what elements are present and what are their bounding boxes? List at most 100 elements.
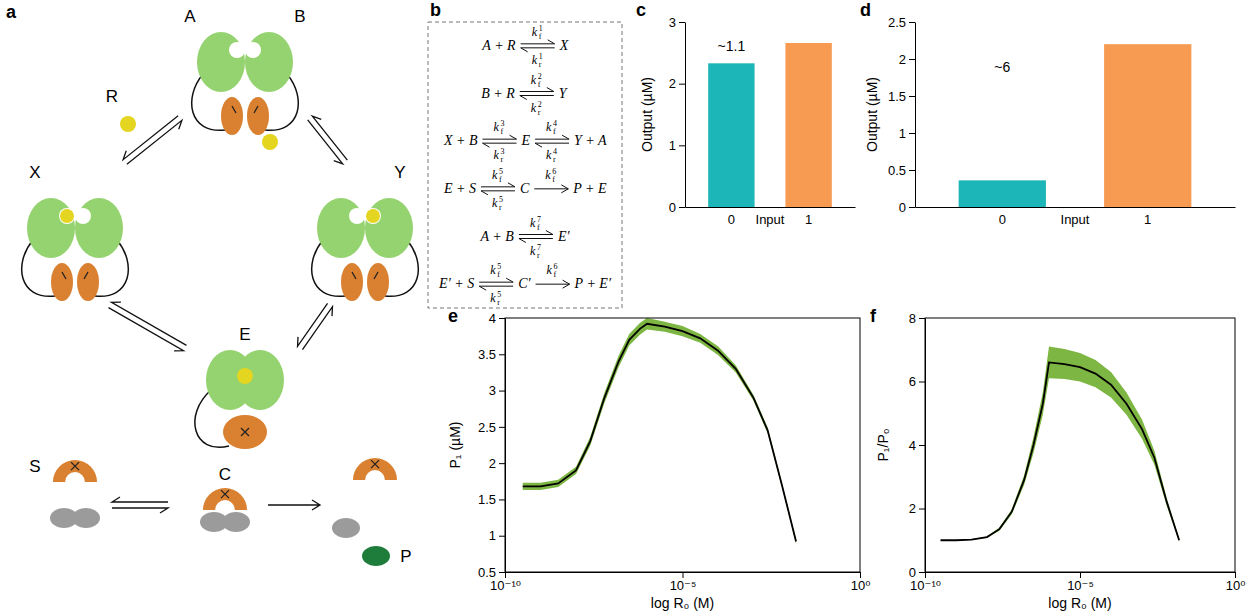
complex bbox=[192, 32, 299, 135]
species: Y bbox=[559, 86, 569, 101]
tick-mark bbox=[499, 354, 505, 355]
rate-sub: f bbox=[538, 80, 541, 89]
complex bbox=[312, 198, 419, 301]
rate-k: k bbox=[530, 244, 536, 258]
rate-constant: k2r bbox=[531, 100, 542, 117]
tick-label: 10⁻¹⁰ bbox=[490, 578, 521, 593]
equation-box bbox=[428, 22, 622, 308]
tick-mark bbox=[909, 96, 915, 97]
domain bbox=[245, 32, 293, 92]
bar bbox=[959, 180, 1046, 207]
node-label: B bbox=[294, 7, 305, 26]
tick-mark bbox=[499, 318, 505, 319]
tick-mark bbox=[499, 572, 505, 573]
scissors bbox=[374, 272, 378, 279]
tick-label: 2 bbox=[489, 456, 496, 471]
tick: 3 bbox=[669, 15, 685, 30]
arrow bbox=[268, 500, 320, 510]
tick: 10⁰ bbox=[1226, 572, 1246, 593]
tick-mark bbox=[919, 572, 925, 573]
tick-mark bbox=[505, 572, 506, 578]
tick-label: 10⁰ bbox=[1226, 578, 1246, 593]
axis: 02468 bbox=[909, 311, 926, 580]
rate-sub: f bbox=[499, 175, 502, 184]
panel-letter: b bbox=[430, 0, 441, 20]
rate-constant: k3f bbox=[494, 119, 505, 136]
enzyme bbox=[53, 460, 97, 482]
species: A + B bbox=[480, 229, 515, 244]
tick-label: 1.5 bbox=[478, 492, 496, 507]
equation: A + Rk1fk1rX bbox=[481, 24, 568, 69]
tick-label: 1 bbox=[489, 528, 496, 543]
rate-k: k bbox=[546, 120, 552, 134]
equation: E′ + Sk5fk5rC′k6fP + E′ bbox=[438, 262, 612, 307]
line bbox=[940, 362, 1179, 540]
axis: 10⁻¹⁰10⁻⁵10⁰ bbox=[490, 572, 870, 593]
arrow bbox=[483, 143, 517, 147]
band bbox=[940, 347, 1179, 542]
arrow bbox=[534, 185, 568, 193]
node-label: P bbox=[400, 547, 411, 566]
tick-label: 4 bbox=[909, 438, 916, 453]
equation: E + Sk5fk5rCk6fP + E bbox=[443, 167, 607, 212]
axis: 0123 bbox=[669, 15, 686, 215]
arrow bbox=[481, 183, 515, 187]
arrow bbox=[111, 302, 186, 345]
domain bbox=[317, 198, 365, 258]
rate-constant: k5f bbox=[492, 167, 503, 184]
arrow bbox=[519, 239, 553, 243]
complex bbox=[195, 350, 284, 449]
y-axis-title: P₁/P₀ bbox=[875, 428, 891, 461]
scissors bbox=[371, 460, 379, 468]
arrow bbox=[536, 280, 570, 288]
enzyme-part bbox=[223, 415, 267, 449]
rate-constant: k4f bbox=[546, 119, 557, 136]
plot bbox=[523, 318, 796, 544]
rate-constant: k3r bbox=[494, 147, 505, 164]
species: P + E bbox=[572, 181, 607, 196]
axis: 10⁻¹⁰10⁻⁵10⁰ bbox=[910, 572, 1245, 593]
ligand bbox=[262, 134, 278, 150]
ligand bbox=[366, 209, 380, 223]
rate-constant: k1r bbox=[532, 52, 543, 69]
x-axis-title: log R₀ (M) bbox=[651, 595, 714, 611]
x-axis-title: log R₀ (M) bbox=[1048, 595, 1111, 611]
tick-mark bbox=[909, 170, 915, 171]
tick: 0 bbox=[669, 200, 685, 215]
scissors bbox=[84, 272, 88, 279]
arrow bbox=[109, 308, 184, 351]
scissors bbox=[241, 428, 249, 436]
tick-label: 2.5 bbox=[478, 420, 496, 435]
tick-label: 3.5 bbox=[478, 347, 496, 362]
equation: B + Rk2fk2rY bbox=[481, 72, 569, 117]
enzyme-part bbox=[77, 263, 99, 301]
tick-label: 3 bbox=[489, 383, 496, 398]
rate-sub: f bbox=[554, 270, 557, 279]
tick-mark bbox=[679, 207, 685, 208]
species: C bbox=[520, 181, 530, 196]
tick-mark bbox=[499, 463, 505, 464]
arrow bbox=[535, 135, 569, 139]
tick-mark bbox=[925, 572, 926, 578]
axis: 01 bbox=[916, 208, 1236, 228]
tick: 0 bbox=[899, 200, 915, 215]
bars bbox=[708, 43, 832, 207]
tick: 2 bbox=[489, 456, 505, 471]
pocket bbox=[59, 208, 75, 224]
tick-mark bbox=[679, 145, 685, 146]
arrow bbox=[521, 40, 555, 44]
domain bbox=[365, 198, 413, 258]
species: E′ bbox=[557, 229, 571, 244]
scissors bbox=[352, 272, 356, 279]
panel-letter: a bbox=[6, 2, 17, 22]
product bbox=[362, 546, 390, 566]
substrate bbox=[222, 512, 250, 532]
enzyme bbox=[353, 458, 397, 480]
domain bbox=[75, 198, 123, 258]
tick-label: 0 bbox=[999, 212, 1006, 227]
tick-label: 6 bbox=[909, 374, 916, 389]
species: C′ bbox=[518, 276, 531, 291]
tick-label: 2 bbox=[909, 501, 916, 516]
axis: 00.511.522.5 bbox=[888, 15, 916, 215]
x-axis-title: Input bbox=[1061, 212, 1090, 227]
